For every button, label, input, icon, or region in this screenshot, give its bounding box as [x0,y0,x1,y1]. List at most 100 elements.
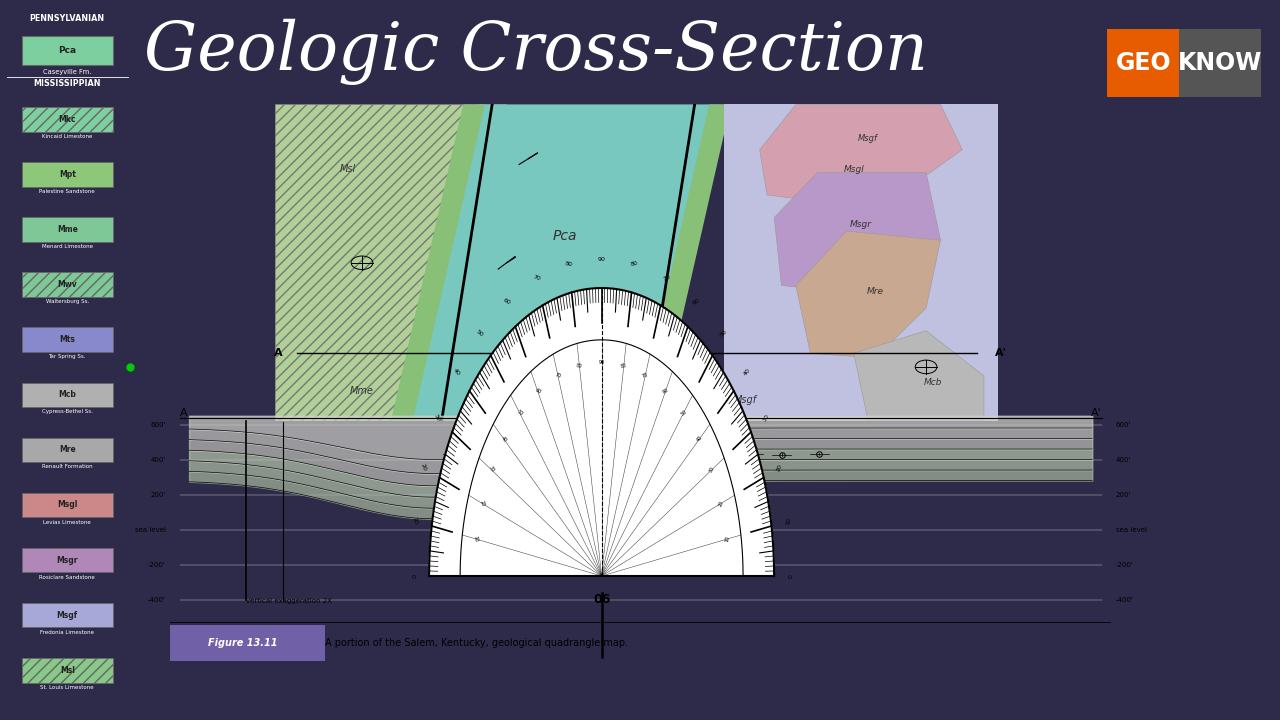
Text: 20: 20 [718,499,724,507]
Text: 600': 600' [150,421,165,428]
Text: A': A' [1091,408,1102,418]
FancyBboxPatch shape [22,658,113,683]
Text: -200': -200' [1116,562,1134,567]
Text: 400': 400' [150,456,165,462]
Text: Mts: Mts [59,336,76,344]
Text: 80: 80 [564,261,573,267]
Text: 50: 50 [516,409,524,417]
Text: Msgf: Msgf [733,395,756,405]
FancyBboxPatch shape [22,217,113,242]
Text: Pca: Pca [552,229,577,243]
Text: 30: 30 [488,466,495,473]
Text: A': A' [995,348,1006,359]
Text: Cypress-Bethel Ss.: Cypress-Bethel Ss. [42,410,92,415]
FancyBboxPatch shape [22,107,113,132]
Text: Rosiclare Sandstone: Rosiclare Sandstone [40,575,95,580]
Text: 60: 60 [662,387,669,395]
Polygon shape [854,330,984,421]
Text: 80: 80 [621,363,627,369]
Text: 60: 60 [502,297,511,306]
Text: A: A [179,408,187,418]
FancyBboxPatch shape [161,625,325,660]
Text: A portion of the Salem, Kentucky, geological quadrangle map.: A portion of the Salem, Kentucky, geolog… [325,638,628,648]
Text: Mre: Mre [867,287,884,297]
Text: Geologic Cross-Section: Geologic Cross-Section [143,19,928,85]
Text: 70: 70 [641,372,649,379]
Text: 600': 600' [1116,421,1132,428]
FancyBboxPatch shape [1179,29,1261,97]
Text: Fredonia Limestone: Fredonia Limestone [40,629,95,634]
Text: Mme: Mme [349,386,374,396]
Text: 80: 80 [576,363,582,369]
Text: 10: 10 [724,536,731,542]
Text: Caseyville Fm.: Caseyville Fm. [44,69,91,75]
Text: PENNSYLVANIAN: PENNSYLVANIAN [29,14,105,23]
Text: -200': -200' [147,562,165,567]
FancyBboxPatch shape [22,328,113,352]
FancyBboxPatch shape [22,492,113,518]
Polygon shape [796,231,941,358]
Text: Mwv: Mwv [58,280,77,289]
Text: 70: 70 [554,372,562,379]
Text: -400': -400' [1116,597,1134,603]
FancyBboxPatch shape [1107,29,1179,97]
Text: St. Louis Limestone: St. Louis Limestone [41,685,93,690]
Text: MISSISSIPPIAN: MISSISSIPPIAN [33,79,101,89]
Text: 20: 20 [420,463,428,472]
FancyBboxPatch shape [22,603,113,627]
Text: 90: 90 [599,361,604,365]
Polygon shape [723,104,998,421]
FancyBboxPatch shape [22,548,113,572]
Text: 20: 20 [776,463,783,472]
Text: Pca: Pca [58,46,77,55]
Text: KNOW: KNOW [1178,51,1262,75]
Text: 50: 50 [719,329,728,338]
Text: Kincaid Limestone: Kincaid Limestone [42,134,92,139]
Text: Msgr: Msgr [56,556,78,564]
Text: -400': -400' [147,597,165,603]
Text: 40: 40 [452,368,461,377]
Text: Mcb: Mcb [924,378,942,387]
Text: 30: 30 [433,413,442,422]
Text: A: A [274,348,283,359]
Text: 06: 06 [593,593,611,606]
Text: 0: 0 [410,574,415,578]
Text: 40: 40 [742,368,751,377]
Text: 10: 10 [472,536,479,542]
Text: sea level: sea level [1116,526,1147,533]
Text: 40: 40 [500,435,508,443]
Polygon shape [637,104,731,421]
Text: 80: 80 [630,261,639,267]
Text: 50: 50 [680,409,687,417]
Text: 70: 70 [532,274,541,282]
Text: Mre: Mre [59,446,76,454]
Text: sea level: sea level [134,526,165,533]
Text: Msgl: Msgl [58,500,77,510]
Text: Renault Formation: Renault Formation [42,464,92,469]
Text: Palestine Sandstone: Palestine Sandstone [40,189,95,194]
FancyBboxPatch shape [22,36,113,65]
Text: Figure 13.11: Figure 13.11 [207,638,278,648]
FancyBboxPatch shape [22,438,113,462]
Text: 400': 400' [1116,456,1132,462]
Text: vertical exaggeration 2X: vertical exaggeration 2X [246,598,332,604]
Text: 200': 200' [150,492,165,498]
Polygon shape [760,104,963,204]
Polygon shape [275,104,507,421]
Text: 40: 40 [695,435,703,443]
Text: Msgf: Msgf [858,134,878,143]
Text: 90: 90 [598,257,605,261]
Text: Mcb: Mcb [59,390,76,400]
Text: 0: 0 [788,574,794,578]
Text: Mkc: Mkc [59,115,76,124]
Text: Waltersburg Ss.: Waltersburg Ss. [46,300,88,305]
Text: 200': 200' [1116,492,1132,498]
Text: 50: 50 [475,329,484,338]
FancyBboxPatch shape [22,272,113,297]
Text: Tar Spring Ss.: Tar Spring Ss. [49,354,86,359]
Text: 10: 10 [412,517,417,525]
Text: 60: 60 [692,297,701,306]
Text: 10: 10 [786,517,791,525]
Text: Msgf: Msgf [56,611,78,620]
Polygon shape [390,104,485,421]
